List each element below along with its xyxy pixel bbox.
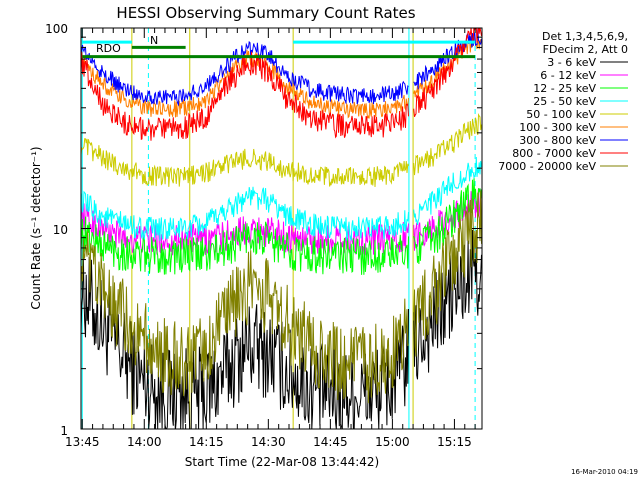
x-tick-label-0: 13:45 [65, 435, 100, 449]
x-tick-label-1: 14:00 [127, 435, 162, 449]
legend-label-1: 6 - 12 keV [540, 69, 596, 82]
n-annotation: N [150, 34, 158, 47]
legend-label-4: 50 - 100 keV [526, 108, 596, 121]
legend-label-5: 100 - 300 keV [519, 121, 596, 134]
legend-header-line-1: Det 1,3,4,5,6,9, [542, 30, 628, 43]
series-line-25-50-kev [81, 156, 482, 241]
legend-label-8: 7000 - 20000 keV [498, 160, 596, 173]
legend-label-3: 25 - 50 keV [533, 95, 596, 108]
series-line-800-7000-kev [81, 28, 482, 141]
x-axis-label: Start Time (22-Mar-08 13:44:42) [185, 455, 379, 469]
x-tick-label-5: 15:00 [375, 435, 410, 449]
x-tick-label-4: 14:45 [313, 435, 348, 449]
legend-header-line-2: FDecim 2, Att 0 [543, 43, 628, 56]
series-line-300-800-kev [81, 28, 482, 107]
y-axis-label: Count Rate (s⁻¹ detector⁻¹) [29, 146, 43, 309]
x-tick-label-3: 14:30 [251, 435, 286, 449]
axis-ticks [81, 27, 482, 430]
series-line-7000-20000-kev [81, 190, 482, 404]
x-tick-label-2: 14:15 [189, 435, 224, 449]
x-tick-labels: 13:45 14:00 14:15 14:30 14:45 15:00 15:15 [65, 435, 472, 449]
legend-label-6: 300 - 800 keV [519, 134, 596, 147]
generation-timestamp: 16-Mar-2010 04:19 [571, 468, 638, 476]
legend-label-7: 800 - 7000 keV [512, 147, 596, 160]
series-line-50-100-kev [81, 112, 482, 188]
legend-label-0: 3 - 6 keV [547, 56, 596, 69]
chart-title: HESSI Observing Summary Count Rates [116, 4, 415, 22]
y-tick-label-10: 10 [53, 223, 68, 237]
rdo-annotation: RDO [96, 42, 121, 55]
plot-area [81, 28, 482, 429]
plot-inner [81, 28, 482, 429]
y-tick-label-1: 1 [60, 424, 68, 438]
legend: Det 1,3,4,5,6,9, FDecim 2, Att 0 3 - 6 k… [498, 30, 628, 173]
legend-label-2: 12 - 25 keV [533, 82, 596, 95]
y-tick-label-100: 100 [45, 22, 68, 36]
x-tick-label-6: 15:15 [437, 435, 472, 449]
